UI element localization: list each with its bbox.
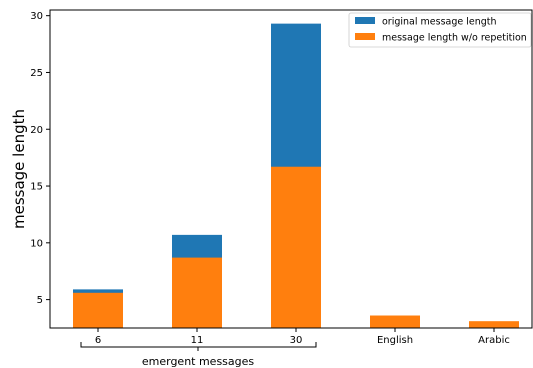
legend-entry-original: original message length bbox=[382, 17, 497, 28]
x-tick-label: English bbox=[377, 335, 413, 346]
group-bracket: emergent messages bbox=[80, 342, 317, 368]
y-tick-label: 15 bbox=[30, 182, 43, 193]
x-tick-label: 30 bbox=[290, 335, 303, 346]
legend-swatch-no-repetition bbox=[355, 33, 375, 40]
x-tick-label: Arabic bbox=[478, 335, 510, 346]
plot-frame bbox=[49, 9, 533, 329]
y-tick-label: 20 bbox=[30, 125, 43, 136]
y-tick-label: 30 bbox=[30, 11, 43, 22]
group-bracket-line bbox=[80, 342, 317, 351]
y-tick-label: 25 bbox=[30, 68, 43, 79]
group-label: emergent messages bbox=[142, 355, 255, 368]
bar-no-repetition-1 bbox=[172, 257, 222, 328]
bar-no-repetition-3 bbox=[370, 315, 420, 328]
y-tick-label: 5 bbox=[37, 295, 43, 306]
bar-no-repetition-4 bbox=[469, 321, 519, 328]
legend-box bbox=[348, 12, 532, 48]
x-tick-label: 11 bbox=[191, 335, 204, 346]
bars-layer bbox=[73, 23, 519, 328]
legend-entry-no-repetition: message length w/o repetition bbox=[382, 33, 527, 44]
y-tick-label: 10 bbox=[30, 238, 43, 249]
y-axis-label: message length bbox=[10, 109, 28, 229]
legend-swatch-original bbox=[355, 17, 375, 24]
y-axis: 5 10 15 20 25 30 bbox=[30, 11, 50, 306]
bar-no-repetition-2 bbox=[271, 166, 321, 328]
legend: original message length message length w… bbox=[348, 12, 532, 48]
x-tick-label: 6 bbox=[95, 335, 101, 346]
bar-no-repetition-0 bbox=[73, 292, 123, 328]
x-axis: 6 11 30 English Arabic bbox=[95, 328, 510, 346]
